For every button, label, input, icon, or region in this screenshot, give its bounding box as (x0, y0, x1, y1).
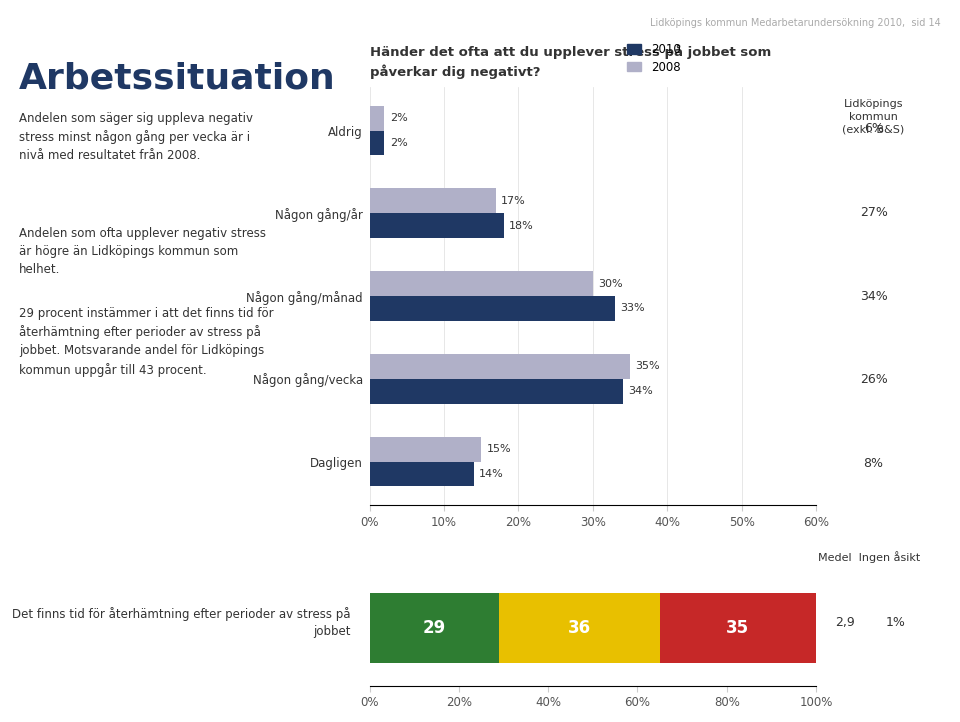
Text: 2%: 2% (390, 113, 407, 123)
Text: 35%: 35% (636, 362, 660, 371)
Text: 27%: 27% (859, 206, 888, 219)
Text: 8%: 8% (864, 457, 883, 470)
Text: Medel  Ingen åsikt: Medel Ingen åsikt (818, 552, 920, 563)
Bar (370, 379, 623, 404)
Text: 26%: 26% (860, 373, 887, 386)
Text: Arbetssituation: Arbetssituation (19, 61, 336, 95)
Text: 35: 35 (727, 619, 750, 637)
Bar (370, 354, 630, 379)
Text: 1%: 1% (886, 616, 905, 629)
Text: Andelen som ofta upplever negativ stress
är högre än Lidköpings kommun som
helhe: Andelen som ofta upplever negativ stress… (19, 227, 266, 277)
Text: 15%: 15% (487, 444, 511, 454)
Bar (499, 593, 660, 663)
Text: 33%: 33% (620, 303, 645, 313)
Text: 18%: 18% (509, 221, 534, 230)
Bar (370, 105, 384, 131)
Text: 36: 36 (568, 619, 591, 637)
Bar (370, 188, 496, 213)
Text: Andelen som säger sig uppleva negativ
stress minst någon gång per vecka är i
niv: Andelen som säger sig uppleva negativ st… (19, 112, 253, 162)
Bar (370, 296, 615, 321)
Bar (370, 131, 384, 155)
Text: 34%: 34% (860, 290, 887, 303)
Text: 17%: 17% (501, 196, 526, 206)
Bar (370, 461, 474, 487)
Bar (370, 271, 593, 296)
Text: Lidköpings kommun Medarbetarundersökning 2010,  sid 14: Lidköpings kommun Medarbetarundersökning… (650, 18, 941, 28)
Text: 29: 29 (422, 619, 446, 637)
Bar (370, 437, 481, 461)
Legend: 2010, 2008: 2010, 2008 (622, 38, 685, 78)
Text: 14%: 14% (479, 469, 504, 479)
Text: 30%: 30% (598, 279, 623, 289)
Text: 34%: 34% (628, 386, 653, 396)
Text: 6%: 6% (864, 122, 883, 135)
Text: Det finns tid för återhämtning efter perioder av stress på
jobbet: Det finns tid för återhämtning efter per… (12, 607, 350, 638)
Text: 29 procent instämmer i att det finns tid för
återhämtning efter perioder av stre: 29 procent instämmer i att det finns tid… (19, 307, 274, 377)
Text: Händer det ofta att du upplever stress på jobbet som
påverkar dig negativt?: Händer det ofta att du upplever stress p… (370, 45, 771, 79)
Text: Lidköpings
kommun
(exkl. B&S): Lidköpings kommun (exkl. B&S) (843, 99, 904, 134)
Bar (370, 213, 504, 238)
Text: 2%: 2% (390, 138, 407, 148)
Text: 2,9: 2,9 (835, 616, 854, 629)
Bar (370, 593, 499, 663)
Bar (660, 593, 816, 663)
